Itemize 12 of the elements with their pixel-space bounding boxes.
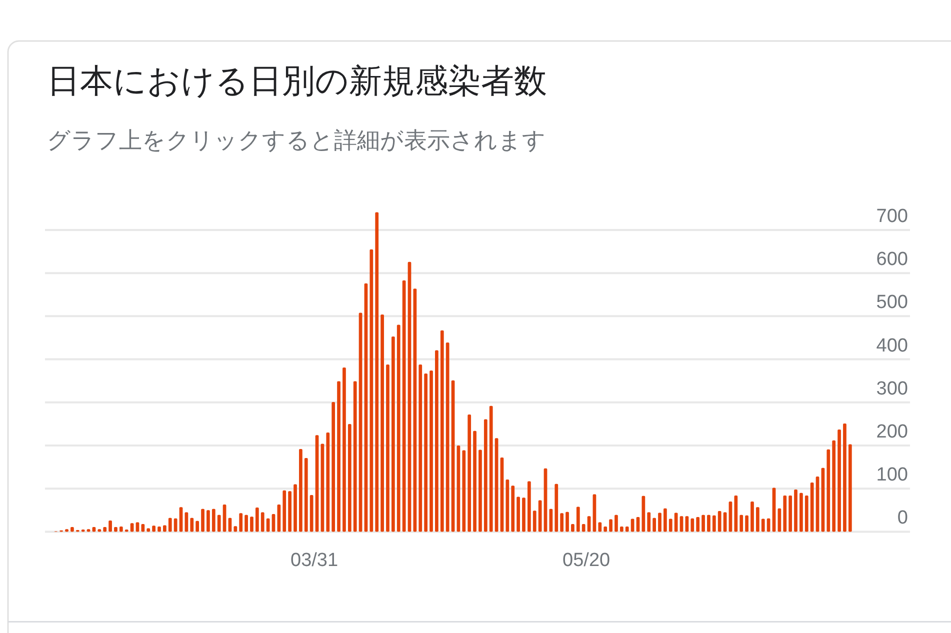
x-tick-label: 05/20 [562,550,610,571]
y-tick-label: 400 [876,335,908,356]
chart-subtitle: グラフ上をクリックすると詳細が表示されます [47,127,546,153]
y-tick-label: 200 [876,421,908,442]
y-tick-label: 700 [876,206,908,227]
y-tick-label: 600 [876,249,908,270]
y-tick-label: 0 [897,508,908,529]
chart-title: 日本における日別の新規感染者数 [47,62,547,99]
y-tick-label: 100 [876,464,908,486]
y-tick-label: 500 [876,292,908,314]
y-tick-label: 300 [876,378,908,400]
x-tick-label: 03/31 [290,550,338,571]
